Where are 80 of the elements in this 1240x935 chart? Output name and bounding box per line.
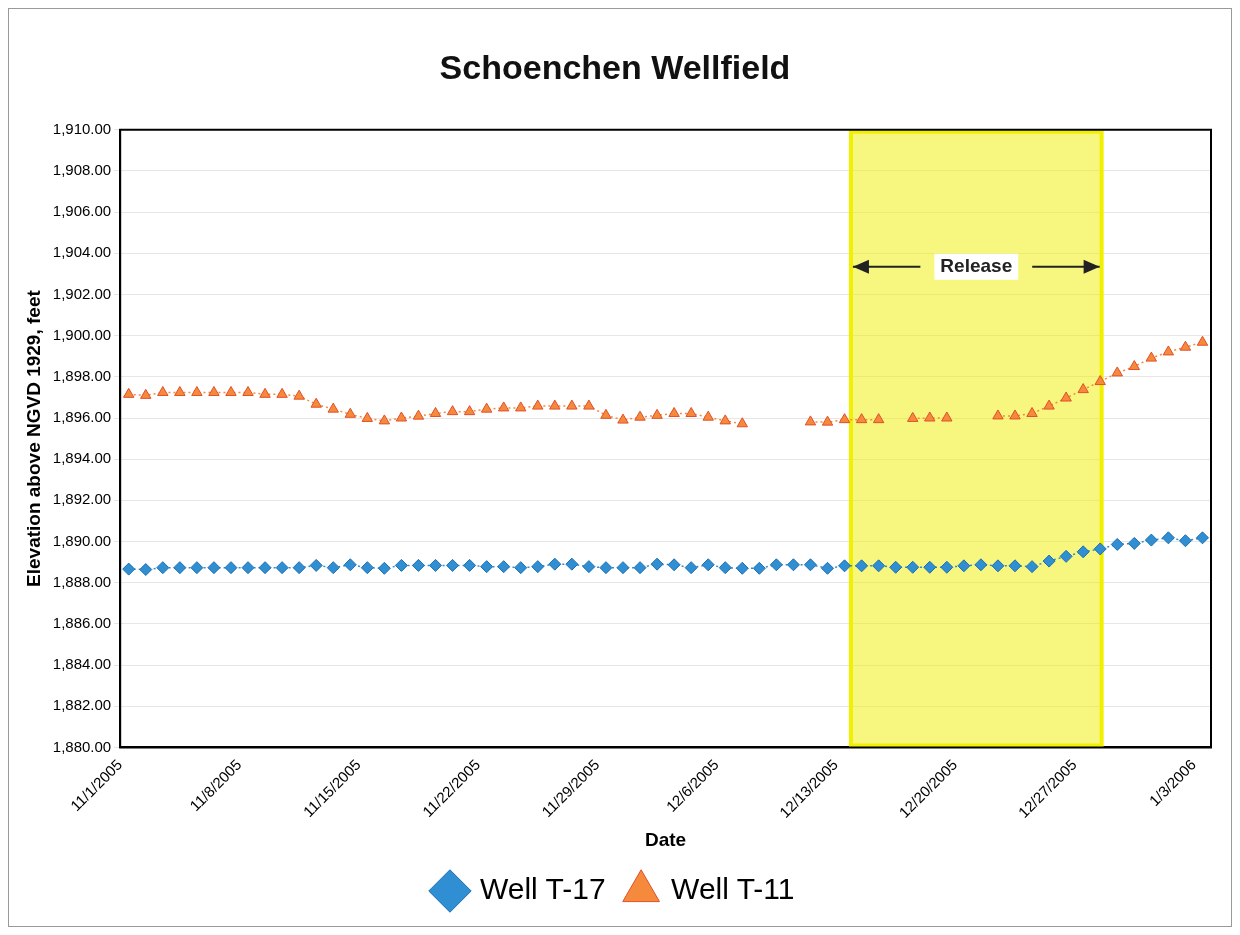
point	[174, 385, 186, 396]
point	[463, 405, 476, 416]
point	[821, 415, 834, 426]
point	[1009, 409, 1021, 420]
point	[429, 406, 442, 417]
point	[242, 385, 254, 396]
y-tick-label: 1,896.00	[52, 408, 112, 426]
point	[1077, 383, 1089, 394]
y-tick-label: 1,910.00	[52, 119, 112, 137]
legend-label: Well T-17	[479, 872, 606, 906]
y-tick-label: 1,900.00	[52, 325, 112, 343]
point	[583, 399, 595, 410]
point	[259, 387, 271, 398]
point	[1043, 399, 1055, 410]
point	[497, 401, 510, 412]
y-tick-label: 1,898.00	[52, 366, 112, 384]
point	[344, 407, 356, 418]
point	[515, 401, 527, 412]
y-tick-label: 1,888.00	[52, 572, 112, 590]
y-tick-label: 1,886.00	[52, 614, 112, 632]
point	[907, 411, 919, 422]
point	[480, 402, 493, 413]
chart-title: Schoenchen Wellfield	[439, 47, 791, 86]
point	[1060, 391, 1072, 402]
point	[617, 413, 629, 424]
band-label: Release	[940, 255, 1013, 277]
point	[992, 409, 1004, 420]
legend-label: Well T-11	[671, 872, 795, 906]
point	[276, 387, 288, 398]
point	[736, 417, 748, 428]
point	[225, 385, 237, 396]
point	[157, 385, 169, 396]
y-tick-label: 1,904.00	[52, 243, 112, 261]
point	[532, 399, 544, 410]
point	[310, 397, 322, 408]
point	[446, 405, 459, 416]
y-tick-label: 1,894.00	[52, 449, 112, 467]
point	[941, 411, 953, 422]
y-tick-label: 1,906.00	[52, 202, 112, 220]
point	[855, 413, 868, 424]
point	[549, 399, 561, 410]
point	[685, 406, 697, 417]
point	[361, 411, 374, 422]
point	[668, 406, 680, 417]
point	[208, 385, 220, 396]
point	[123, 387, 135, 398]
y-tick-label: 1,892.00	[52, 490, 112, 508]
y-tick-label: 1,882.00	[52, 696, 112, 714]
point	[651, 408, 663, 419]
point	[838, 413, 851, 424]
point	[293, 389, 305, 400]
y-tick-label: 1,902.00	[52, 284, 112, 302]
y-tick-label: 1,890.00	[52, 531, 112, 549]
point	[378, 414, 391, 425]
point	[1145, 351, 1158, 362]
point	[1196, 335, 1209, 346]
point	[872, 413, 885, 424]
point	[191, 385, 203, 396]
point	[600, 408, 612, 419]
point	[1026, 406, 1038, 417]
point	[702, 410, 714, 421]
point	[1128, 360, 1140, 371]
y-tick-label: 1,880.00	[52, 737, 112, 755]
point	[1094, 375, 1106, 386]
point	[719, 414, 731, 425]
point	[1179, 340, 1192, 351]
y-tick-label: 1,908.00	[52, 161, 112, 179]
point	[140, 388, 152, 399]
point	[327, 402, 339, 413]
point	[412, 409, 425, 420]
point	[804, 415, 817, 426]
point	[634, 410, 646, 421]
x-axis-title: Date	[645, 828, 687, 850]
y-axis-title: Elevation above NGVD 1929, feet	[22, 289, 44, 587]
y-tick-label: 1,884.00	[52, 655, 112, 673]
point	[924, 411, 936, 422]
point	[1111, 366, 1123, 377]
point	[566, 399, 578, 410]
point	[1162, 345, 1175, 356]
point	[395, 411, 408, 422]
